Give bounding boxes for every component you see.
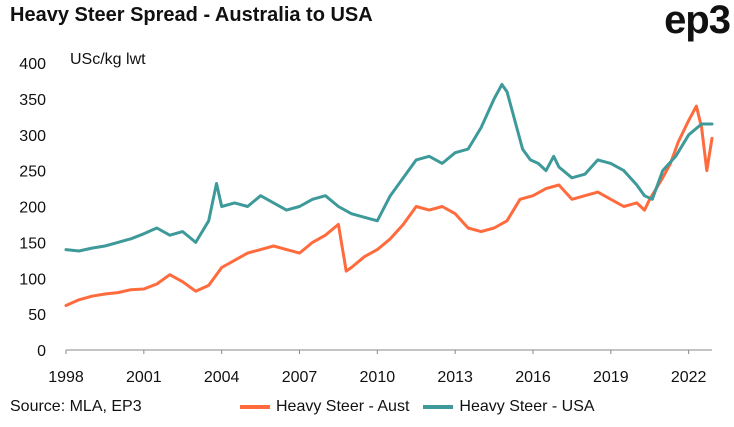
y-axis-label: USc/kg lwt: [70, 51, 146, 68]
x-tick-label: 2001: [126, 369, 162, 386]
legend-swatch-usa: [423, 405, 454, 409]
series-layer: [64, 83, 714, 307]
x-tick-label: 2007: [282, 369, 318, 386]
legend-swatch-aust: [240, 405, 270, 409]
x-axis-ticks: 1998 2001 2004 2007 2010 2013 2016 2019 2022: [48, 350, 707, 386]
y-tick-label: 100: [19, 271, 46, 288]
series-line-usa: [64, 83, 714, 253]
y-tick-label: 250: [19, 164, 46, 181]
source-note: Source: MLA, EP3: [10, 398, 142, 415]
x-tick-label: 1998: [48, 369, 84, 386]
y-tick-label: 350: [19, 92, 46, 109]
x-tick-label: 2013: [437, 369, 473, 386]
y-tick-label: 400: [19, 56, 46, 73]
x-tick-label: 2004: [204, 369, 240, 386]
x-tick-label: 2016: [515, 369, 551, 386]
y-tick-label: 0: [37, 343, 46, 360]
y-tick-label: 300: [19, 128, 46, 145]
x-tick-label: 2022: [671, 369, 707, 386]
x-tick-label: 2010: [360, 369, 396, 386]
x-tick-label: 2019: [593, 369, 629, 386]
legend-label-aust: Heavy Steer - Aust: [276, 398, 410, 415]
legend-item-usa: Heavy Steer - USA: [423, 398, 595, 416]
y-tick-label: 200: [19, 200, 46, 217]
y-tick-label: 150: [19, 235, 46, 252]
legend: Heavy Steer - Aust Heavy Steer - USA: [240, 398, 609, 416]
y-tick-label: 50: [28, 307, 46, 324]
legend-item-aust: Heavy Steer - Aust: [240, 398, 409, 416]
series-line-aust: [64, 104, 714, 307]
legend-label-usa: Heavy Steer - USA: [459, 398, 595, 415]
ep3-logo: ep3: [664, 0, 731, 42]
chart-title: Heavy Steer Spread - Australia to USA: [10, 4, 373, 26]
y-axis-ticks: 0 50 100 150 200 250 300 350 400: [19, 56, 46, 360]
